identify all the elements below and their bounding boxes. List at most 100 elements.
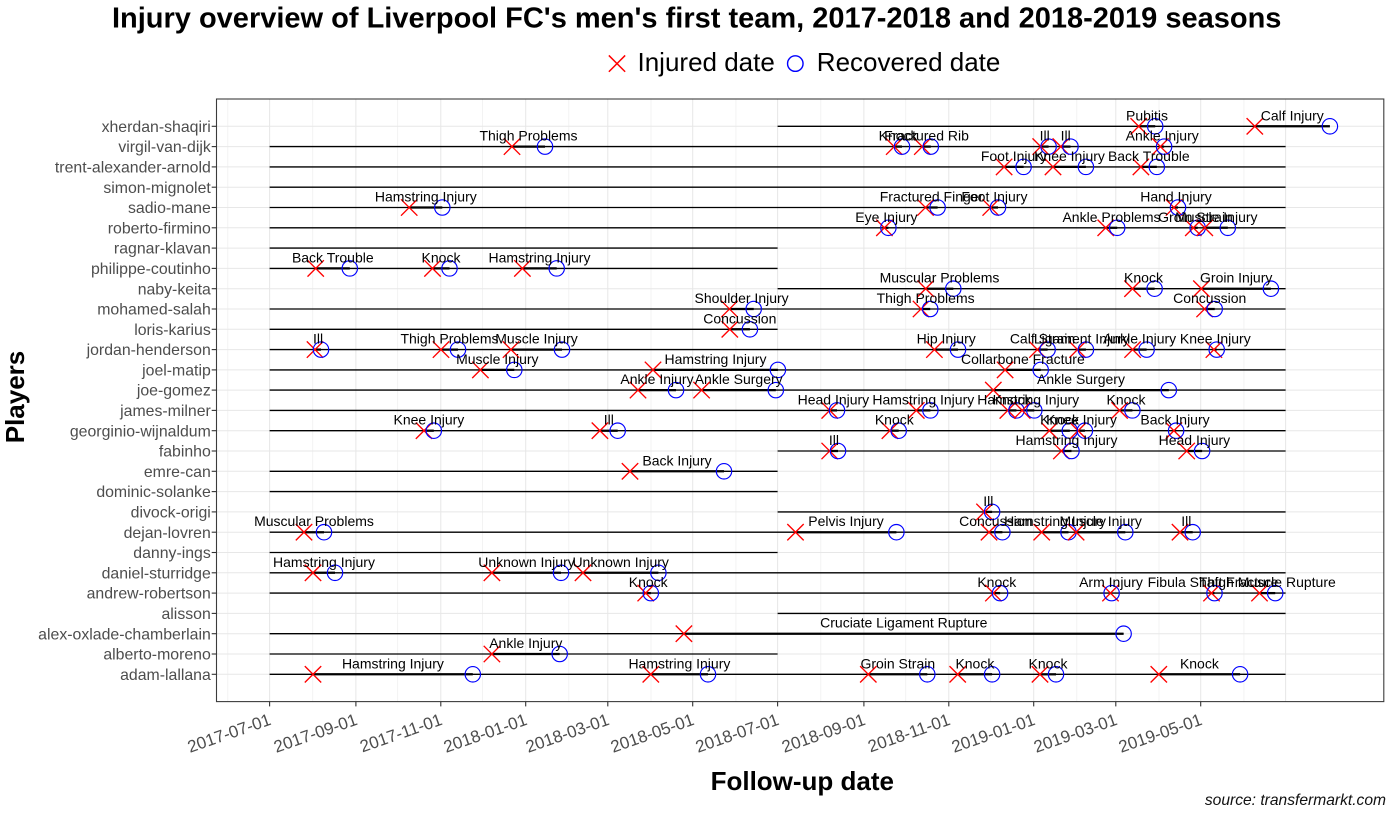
svg-text:Ankle Injury: Ankle Injury [489,635,562,651]
svg-text:Concussion: Concussion [1173,290,1246,306]
svg-text:Ill: Ill [1061,128,1071,144]
svg-text:Ankle Surgery: Ankle Surgery [1037,371,1125,387]
svg-text:Foot Injury: Foot Injury [981,148,1047,164]
svg-text:Players: Players [0,351,30,444]
svg-text:Knock: Knock [1107,391,1147,407]
svg-text:Knee Injury: Knee Injury [1180,331,1251,347]
svg-text:Injury overview of Liverpool F: Injury overview of Liverpool FC's men's … [112,3,1281,35]
svg-text:Eye Injury: Eye Injury [855,209,917,225]
svg-text:Ankle Problems: Ankle Problems [1062,209,1160,225]
svg-text:alex-oxlade-chamberlain: alex-oxlade-chamberlain [38,626,211,643]
svg-text:Ill: Ill [829,432,839,448]
svg-text:Muscle Injury: Muscle Injury [1059,513,1141,529]
svg-text:Concussion: Concussion [959,513,1032,529]
svg-text:Ankle Injury: Ankle Injury [1126,128,1199,144]
svg-text:Concussion: Concussion [703,310,776,326]
svg-text:Hamstring Injury: Hamstring Injury [1004,513,1106,529]
svg-text:philippe-coutinho: philippe-coutinho [91,261,211,278]
svg-text:daniel-sturridge: daniel-sturridge [102,565,211,582]
svg-text:Hand Injury: Hand Injury [1140,189,1212,205]
svg-text:Arm Injury: Arm Injury [1079,574,1143,590]
svg-text:Hamstring Injury: Hamstring Injury [375,189,477,205]
svg-text:james-milner: james-milner [119,403,211,420]
svg-text:Hamstring Injury: Hamstring Injury [977,391,1079,407]
svg-text:joel-matip: joel-matip [141,363,211,380]
svg-text:Shoulder Injury: Shoulder Injury [695,290,789,306]
svg-text:virgil-van-dijk: virgil-van-dijk [118,139,211,156]
svg-text:loris-karius: loris-karius [134,322,211,339]
svg-text:Fibula Shaft Fracture: Fibula Shaft Fracture [1148,574,1279,590]
svg-text:Knock: Knock [1124,270,1164,286]
svg-text:Thigh Muscle Rupture: Thigh Muscle Rupture [1199,574,1336,590]
svg-text:Ill: Ill [1040,128,1050,144]
svg-text:Muscular Problems: Muscular Problems [254,513,374,529]
svg-text:Fractured Rib: Fractured Rib [884,128,969,144]
svg-text:Ankle Surgery: Ankle Surgery [695,371,783,387]
svg-text:Follow-up date: Follow-up date [711,766,894,796]
svg-text:Unknown Injury: Unknown Injury [572,554,669,570]
svg-text:andrew-robertson: andrew-robertson [87,586,211,603]
svg-text:Thigh Problems: Thigh Problems [877,290,975,306]
svg-text:Knee Injury: Knee Injury [1034,148,1105,164]
svg-text:Muscle Injury: Muscle Injury [495,331,577,347]
svg-text:simon-mignolet: simon-mignolet [103,180,211,197]
svg-text:Unknown Injury: Unknown Injury [478,554,575,570]
svg-text:Thigh Problems: Thigh Problems [400,331,498,347]
svg-text:naby-keita: naby-keita [138,281,211,298]
svg-text:Hip Injury: Hip Injury [917,331,976,347]
svg-text:Ill: Ill [983,493,993,509]
svg-text:Hamstring Injury: Hamstring Injury [273,554,375,570]
svg-text:Muscular Problems: Muscular Problems [880,270,1000,286]
svg-text:Hamstring Injury: Hamstring Injury [489,249,591,265]
svg-text:Ankle Injury: Ankle Injury [1103,331,1176,347]
svg-text:Ill: Ill [604,412,614,428]
svg-text:Head Injury: Head Injury [1159,432,1231,448]
svg-text:Knock: Knock [1029,655,1069,671]
svg-text:Groin Injury: Groin Injury [1200,270,1272,286]
svg-text:Injured date: Injured date [638,47,775,77]
svg-text:source: transfermarkt.com: source: transfermarkt.com [1205,792,1386,809]
svg-text:dejan-lovren: dejan-lovren [124,525,211,542]
svg-text:Groin Strain: Groin Strain [860,655,935,671]
svg-text:Ill: Ill [1181,513,1191,529]
svg-text:jordan-henderson: jordan-henderson [86,342,211,359]
svg-text:Foot Injury: Foot Injury [961,189,1027,205]
svg-text:Muscle Injury: Muscle Injury [1175,209,1257,225]
svg-text:danny-ings: danny-ings [133,545,211,562]
svg-text:xherdan-shaqiri: xherdan-shaqiri [102,119,211,136]
svg-text:Knock: Knock [1180,655,1220,671]
svg-text:Muscle Injury: Muscle Injury [456,351,538,367]
svg-text:Hamstring Injury: Hamstring Injury [628,655,730,671]
svg-text:Knock: Knock [422,249,462,265]
svg-text:Ankle Injury: Ankle Injury [620,371,693,387]
svg-text:Collarbone Fracture: Collarbone Fracture [961,351,1085,367]
svg-text:Hamstring Injury: Hamstring Injury [1016,432,1118,448]
svg-text:Knee Injury: Knee Injury [1046,412,1117,428]
svg-text:Knock: Knock [977,574,1017,590]
svg-text:Fractured Finger: Fractured Finger [880,189,984,205]
svg-text:Pelvis Injury: Pelvis Injury [808,513,883,529]
svg-text:Knock: Knock [875,412,915,428]
svg-text:Hamstring Injury: Hamstring Injury [342,655,444,671]
svg-text:joe-gomez: joe-gomez [136,383,211,400]
svg-text:Knock: Knock [993,391,1033,407]
svg-text:fabinho: fabinho [159,444,211,461]
svg-text:emre-can: emre-can [144,464,211,481]
svg-text:dominic-solanke: dominic-solanke [96,484,211,501]
svg-text:Calf Injury: Calf Injury [1261,107,1324,123]
svg-text:Knock: Knock [629,574,669,590]
svg-text:Recovered date: Recovered date [817,47,1001,77]
svg-text:Knock: Knock [1040,412,1080,428]
svg-text:trent-alexander-arnold: trent-alexander-arnold [55,160,211,177]
svg-text:Groin Strain: Groin Strain [1158,209,1233,225]
svg-text:Back Trouble: Back Trouble [1108,148,1190,164]
svg-text:alisson: alisson [161,606,210,623]
svg-text:mohamed-salah: mohamed-salah [97,302,211,319]
svg-text:Knee Injury: Knee Injury [393,412,464,428]
svg-text:Ill: Ill [313,331,323,347]
svg-text:Back Injury: Back Injury [1140,412,1209,428]
svg-text:roberto-firmino: roberto-firmino [108,220,211,237]
svg-text:Back Injury: Back Injury [642,452,711,468]
svg-text:Head Injury: Head Injury [798,391,870,407]
svg-text:Back Trouble: Back Trouble [292,249,374,265]
